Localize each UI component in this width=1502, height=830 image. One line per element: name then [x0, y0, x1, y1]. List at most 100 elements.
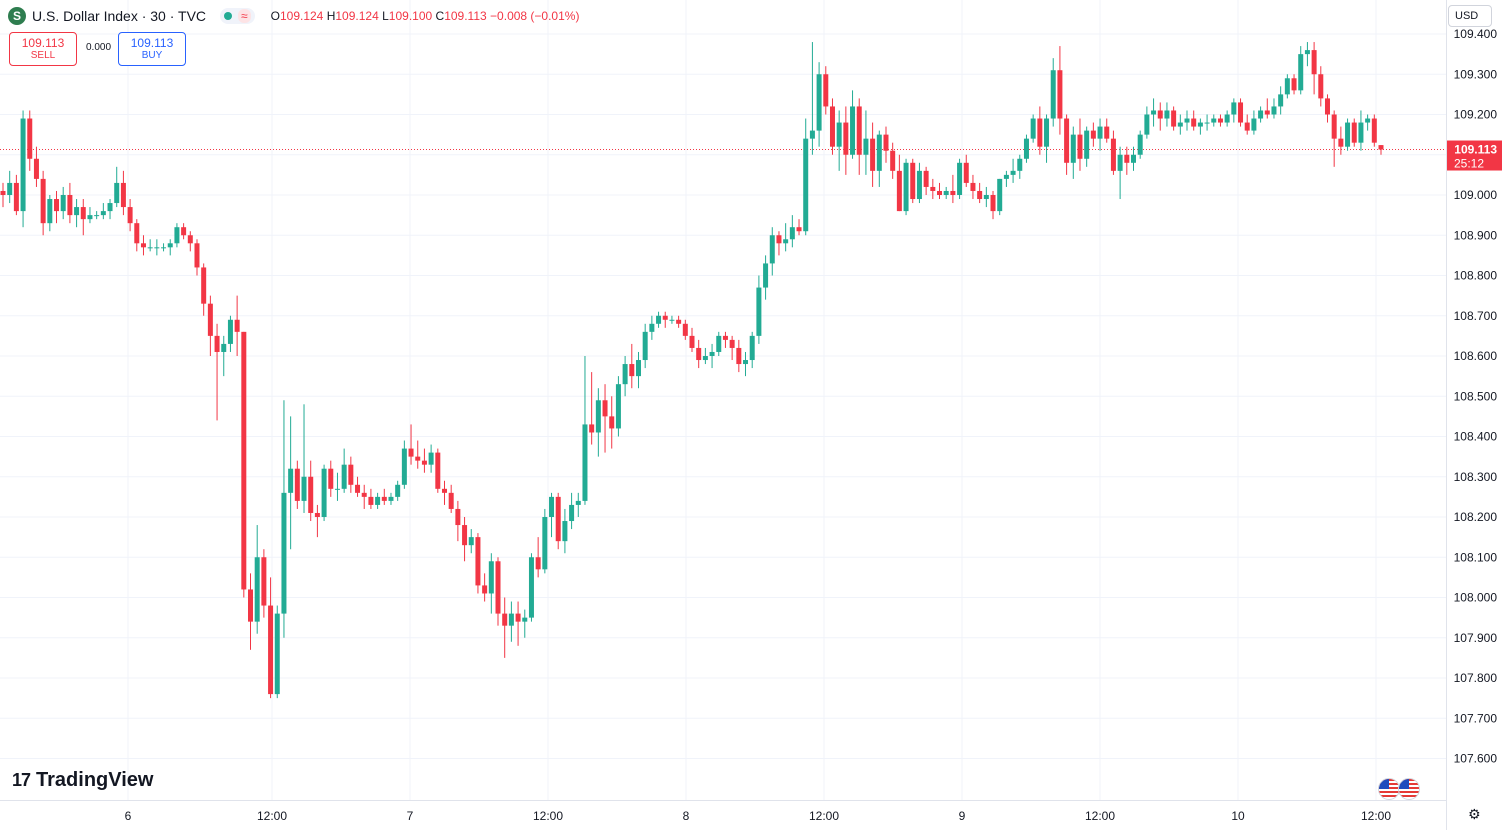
candle[interactable]	[227, 315, 233, 352]
candle[interactable]	[100, 203, 106, 220]
candle[interactable]	[896, 154, 902, 212]
candle[interactable]	[127, 199, 133, 232]
candle[interactable]	[776, 231, 782, 256]
candle[interactable]	[254, 525, 260, 634]
candle[interactable]	[0, 182, 6, 208]
candle[interactable]	[321, 464, 327, 522]
candle[interactable]	[194, 239, 200, 276]
candle[interactable]	[1117, 146, 1123, 200]
candle[interactable]	[1351, 118, 1357, 147]
candle[interactable]	[863, 110, 869, 175]
market-status-icon[interactable]: ≈	[220, 8, 255, 24]
currency-selector[interactable]: USD	[1448, 5, 1492, 27]
candle[interactable]	[1064, 114, 1070, 175]
candle[interactable]	[609, 396, 615, 449]
candle[interactable]	[1137, 130, 1143, 159]
candle[interactable]	[268, 577, 274, 699]
candle[interactable]	[1177, 114, 1183, 135]
candle[interactable]	[937, 182, 943, 200]
candle[interactable]	[990, 190, 996, 220]
candle[interactable]	[314, 504, 320, 538]
candle[interactable]	[997, 178, 1003, 216]
candle[interactable]	[462, 517, 468, 562]
candle[interactable]	[1271, 98, 1277, 119]
candle[interactable]	[575, 492, 581, 517]
candle[interactable]	[950, 174, 956, 204]
candle[interactable]	[288, 416, 294, 550]
candle[interactable]	[836, 110, 842, 171]
candle[interactable]	[809, 42, 815, 155]
candle[interactable]	[669, 315, 675, 324]
candle[interactable]	[602, 384, 608, 453]
candle[interactable]	[40, 170, 46, 236]
candle[interactable]	[1044, 114, 1050, 163]
candle[interactable]	[1365, 114, 1371, 131]
candle[interactable]	[475, 533, 481, 594]
candle[interactable]	[348, 456, 354, 493]
candle[interactable]	[662, 311, 668, 328]
candle[interactable]	[629, 343, 635, 389]
candle[interactable]	[47, 195, 53, 232]
candle[interactable]	[495, 557, 501, 626]
candle[interactable]	[1311, 42, 1317, 95]
candle[interactable]	[957, 158, 963, 200]
candle[interactable]	[281, 400, 287, 638]
candle[interactable]	[642, 323, 648, 369]
candle[interactable]	[716, 331, 722, 356]
candle[interactable]	[1023, 134, 1029, 163]
candle[interactable]	[341, 448, 347, 493]
candle[interactable]	[1238, 98, 1244, 127]
candle[interactable]	[535, 537, 541, 578]
candle[interactable]	[408, 424, 414, 465]
candle[interactable]	[508, 601, 514, 642]
candle[interactable]	[181, 223, 187, 240]
candle[interactable]	[876, 130, 882, 187]
candle[interactable]	[87, 207, 93, 224]
candle[interactable]	[1204, 114, 1210, 131]
candle[interactable]	[361, 484, 367, 509]
candle[interactable]	[789, 215, 795, 248]
candle[interactable]	[709, 343, 715, 369]
candle[interactable]	[221, 335, 227, 377]
candle[interactable]	[1278, 86, 1284, 115]
candle[interactable]	[722, 331, 728, 348]
candle[interactable]	[696, 339, 702, 369]
candle[interactable]	[1324, 94, 1330, 123]
candle[interactable]	[301, 404, 307, 513]
candle[interactable]	[823, 66, 829, 115]
candle[interactable]	[930, 178, 936, 200]
candle[interactable]	[415, 440, 421, 469]
candle[interactable]	[274, 605, 280, 699]
candle[interactable]	[1251, 110, 1257, 135]
candle[interactable]	[689, 327, 695, 352]
candle[interactable]	[1211, 114, 1217, 127]
candle[interactable]	[963, 154, 969, 187]
candle[interactable]	[428, 444, 434, 473]
candle[interactable]	[1124, 146, 1130, 175]
candle[interactable]	[201, 263, 207, 316]
candle[interactable]	[294, 460, 300, 509]
candle[interactable]	[796, 219, 802, 236]
candle[interactable]	[488, 553, 494, 614]
candle[interactable]	[843, 106, 849, 175]
candle[interactable]	[803, 118, 809, 236]
candle[interactable]	[1104, 118, 1110, 143]
candle[interactable]	[615, 376, 621, 437]
candle[interactable]	[569, 492, 575, 530]
candle[interactable]	[649, 315, 655, 340]
candle[interactable]	[435, 448, 441, 493]
candle[interactable]	[1151, 98, 1157, 127]
candle[interactable]	[7, 170, 13, 204]
candle[interactable]	[214, 323, 220, 421]
candle[interactable]	[114, 166, 120, 208]
candle[interactable]	[1050, 58, 1056, 127]
symbol-title[interactable]: U.S. Dollar Index · 30 · TVC	[32, 8, 207, 24]
candle[interactable]	[60, 186, 66, 220]
candle[interactable]	[1010, 158, 1016, 183]
candle[interactable]	[515, 601, 521, 646]
candle[interactable]	[943, 186, 949, 200]
candle[interactable]	[147, 239, 153, 252]
candle[interactable]	[1037, 106, 1043, 155]
